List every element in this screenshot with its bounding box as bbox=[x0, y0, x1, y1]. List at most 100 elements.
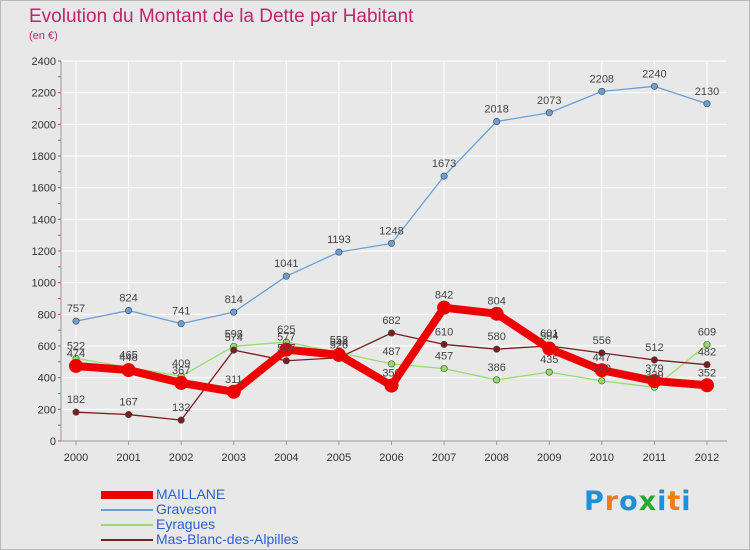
series-point-0 bbox=[279, 342, 294, 357]
series-point-0 bbox=[647, 373, 662, 388]
legend-label-maillane: MAILLANE bbox=[156, 486, 226, 502]
data-label: 457 bbox=[435, 351, 453, 363]
series-point-0 bbox=[121, 363, 136, 378]
legend-swatch-graveson bbox=[101, 509, 153, 511]
data-label: 132 bbox=[172, 402, 190, 414]
x-tick-label: 2008 bbox=[484, 452, 508, 464]
data-label: 741 bbox=[172, 306, 190, 318]
legend-swatch-maillane bbox=[101, 491, 153, 499]
data-label: 474 bbox=[67, 348, 85, 360]
series-point-0 bbox=[69, 358, 83, 373]
y-tick-label: 2200 bbox=[32, 88, 56, 100]
x-tick-label: 2007 bbox=[432, 452, 456, 464]
series-point-0 bbox=[174, 375, 189, 390]
data-label: 574 bbox=[225, 332, 243, 344]
series-point-2 bbox=[703, 341, 711, 349]
series-point-3 bbox=[703, 361, 711, 369]
series-point-1 bbox=[545, 109, 553, 117]
logo-letter: o bbox=[619, 486, 639, 517]
series-point-1 bbox=[177, 320, 185, 328]
x-tick-label: 2005 bbox=[327, 452, 351, 464]
data-label: 448 bbox=[119, 352, 137, 364]
x-tick-label: 2003 bbox=[222, 452, 246, 464]
proxiti-logo: Proxiti bbox=[584, 486, 692, 517]
y-tick-label: 1200 bbox=[32, 246, 56, 258]
data-label: 2018 bbox=[484, 103, 508, 115]
data-label: 601 bbox=[540, 328, 558, 340]
series-point-0 bbox=[594, 363, 609, 378]
data-label: 2130 bbox=[695, 86, 719, 98]
y-tick-label: 0 bbox=[50, 436, 56, 448]
x-tick-label: 2000 bbox=[64, 452, 88, 464]
x-tick-label: 2006 bbox=[379, 452, 403, 464]
series-point-3 bbox=[387, 329, 395, 337]
series-point-2 bbox=[440, 365, 448, 373]
series-point-1 bbox=[598, 87, 606, 95]
x-tick-label: 2004 bbox=[274, 452, 298, 464]
data-label: 580 bbox=[487, 331, 505, 343]
data-label: 435 bbox=[540, 354, 558, 366]
data-label: 544 bbox=[330, 337, 348, 349]
y-tick-label: 1400 bbox=[32, 214, 56, 226]
data-label: 507 bbox=[277, 343, 295, 355]
data-label: 814 bbox=[225, 294, 243, 306]
series-point-0 bbox=[331, 347, 346, 362]
y-tick-label: 800 bbox=[38, 309, 56, 321]
x-tick-label: 2002 bbox=[169, 452, 193, 464]
x-tick-label: 2001 bbox=[116, 452, 140, 464]
legend-label-mas-blanc: Mas-Blanc-des-Alpilles bbox=[156, 531, 299, 547]
data-label: 577 bbox=[277, 332, 295, 344]
logo-letter: x bbox=[638, 486, 658, 517]
series-point-2 bbox=[598, 377, 606, 385]
data-label: 558 bbox=[330, 335, 348, 347]
data-label: 311 bbox=[225, 374, 243, 386]
series-point-1 bbox=[703, 100, 711, 108]
series-point-3 bbox=[650, 356, 658, 364]
legend-label-graveson: Graveson bbox=[156, 501, 217, 517]
data-label: 2240 bbox=[642, 68, 666, 80]
y-tick-label: 1600 bbox=[32, 183, 56, 195]
chart-title: Evolution du Montant de la Dette par Hab… bbox=[29, 6, 414, 27]
logo-letter: P bbox=[584, 486, 605, 517]
x-tick-label: 2011 bbox=[643, 452, 667, 464]
data-label: 522 bbox=[67, 340, 85, 352]
y-tick-label: 2000 bbox=[32, 119, 56, 131]
y-tick-label: 600 bbox=[38, 341, 56, 353]
data-label: 598 bbox=[225, 328, 243, 340]
data-label: 339 bbox=[645, 369, 663, 381]
data-label: 1041 bbox=[274, 258, 298, 270]
data-label: 447 bbox=[593, 352, 611, 364]
series-point-2 bbox=[493, 376, 501, 384]
data-label: 526 bbox=[330, 340, 348, 352]
data-label: 824 bbox=[119, 293, 137, 305]
series-point-3 bbox=[230, 346, 238, 354]
x-tick-label: 2009 bbox=[537, 452, 561, 464]
data-label: 804 bbox=[487, 296, 505, 308]
data-label: 380 bbox=[593, 363, 611, 375]
data-label: 2208 bbox=[590, 73, 614, 85]
y-tick-label: 200 bbox=[38, 404, 56, 416]
series-point-0 bbox=[437, 300, 452, 315]
series-point-2 bbox=[545, 368, 553, 376]
series-point-1 bbox=[650, 82, 658, 90]
series-point-1 bbox=[440, 172, 448, 180]
legend-swatch-mas-blanc bbox=[101, 539, 153, 541]
legend-swatch-eyragues bbox=[101, 524, 153, 526]
data-label: 757 bbox=[67, 303, 85, 315]
data-label: 610 bbox=[435, 326, 453, 338]
data-label: 482 bbox=[698, 347, 716, 359]
series-point-2 bbox=[387, 360, 395, 368]
x-tick-label: 2010 bbox=[590, 452, 614, 464]
series-point-0 bbox=[700, 378, 714, 393]
series-point-1 bbox=[387, 239, 395, 247]
logo-letter: i bbox=[657, 486, 668, 517]
data-label: 1248 bbox=[379, 225, 403, 237]
series-point-3 bbox=[177, 416, 185, 424]
data-label: 367 bbox=[172, 365, 190, 377]
data-label: 167 bbox=[119, 397, 137, 409]
series-point-3 bbox=[282, 357, 290, 365]
x-tick-label: 2012 bbox=[695, 452, 719, 464]
series-point-0 bbox=[226, 384, 241, 399]
